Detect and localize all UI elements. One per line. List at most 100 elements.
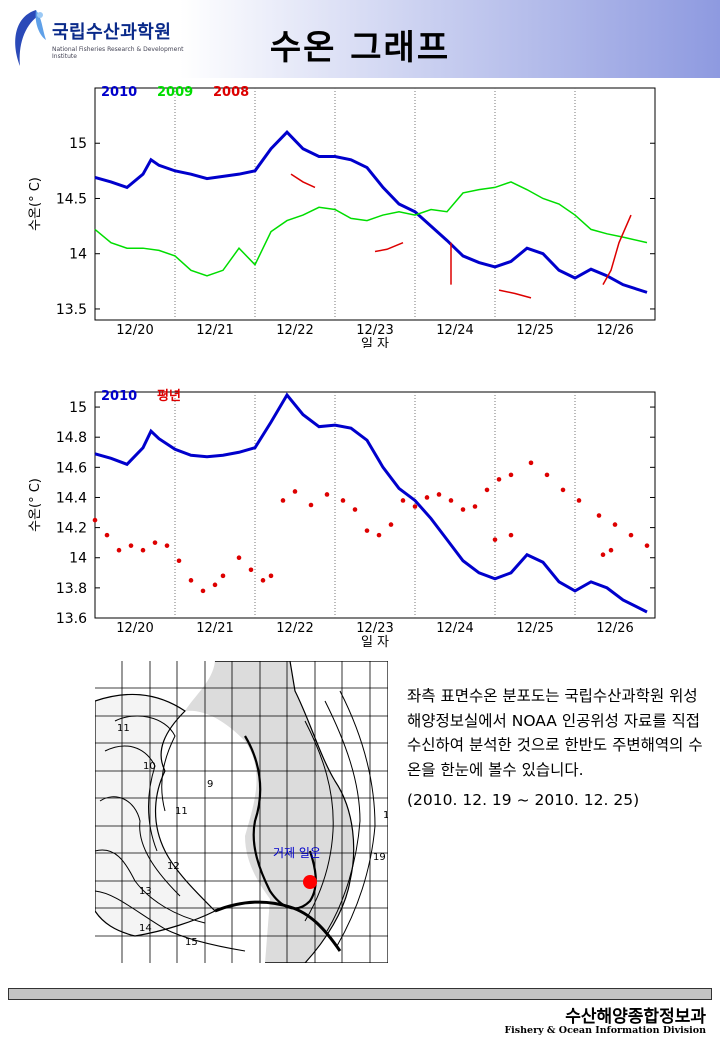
y-tick-label: 14 [69, 551, 87, 567]
x-tick-label: 12/20 [116, 323, 153, 338]
description-period: (2010. 12. 19 ~ 2010. 12. 25) [407, 791, 640, 809]
data-point [176, 558, 182, 564]
data-point [268, 573, 274, 579]
fish-icon [15, 10, 46, 66]
location-marker [303, 875, 317, 889]
location-label: 거제 일운 [273, 846, 321, 860]
data-point [364, 528, 370, 533]
series-line-2008 [290, 173, 316, 189]
data-point [472, 504, 478, 509]
contour-label: 18 [383, 810, 388, 821]
data-point [152, 540, 158, 545]
temperature-chart-yearly: 13.5 14 14.5 15 12/20 12/21 12/22 12/23 12/24 12/… [28, 85, 656, 348]
data-point [492, 537, 498, 542]
data-point [212, 582, 218, 588]
x-tick-label: 12/22 [276, 621, 313, 636]
contour-label: 19 [373, 852, 386, 863]
data-point [140, 547, 146, 553]
data-point [352, 507, 358, 512]
x-axis-label: 일 자 [361, 635, 389, 650]
data-point [496, 477, 502, 482]
map-grid [95, 661, 388, 963]
data-point [260, 578, 266, 583]
data-point [560, 487, 566, 493]
contour-label: 11 [175, 806, 188, 817]
data-point [436, 492, 442, 497]
x-tick-label: 12/24 [436, 621, 473, 636]
org-subtitle: National Fisheries Research & Developmen… [52, 46, 184, 60]
series-line-2010 [94, 130, 648, 294]
series-line-2010 [94, 392, 648, 614]
data-point [128, 543, 134, 548]
plot-area [94, 87, 656, 321]
data-point [200, 588, 206, 594]
data-point [388, 522, 394, 527]
x-tick-label: 12/25 [516, 323, 553, 338]
y-tick-label: 15 [69, 136, 87, 152]
data-point [236, 555, 242, 561]
data-point [340, 498, 346, 503]
x-tick-label: 12/23 [356, 621, 393, 636]
x-tick-label: 12/21 [196, 323, 233, 338]
y-tick-label: 13.6 [56, 611, 87, 627]
footer-subtitle: Fishery & Ocean Information Division [504, 1025, 706, 1036]
y-tick-label: 15 [69, 400, 87, 416]
contour-label: 14 [139, 923, 152, 934]
y-tick-label: 14 [69, 247, 87, 263]
data-point [292, 489, 298, 494]
series-line-2008 [498, 289, 532, 299]
x-tick-label: 12/21 [196, 621, 233, 636]
plot-area [94, 391, 656, 619]
data-point [644, 543, 650, 548]
data-point [508, 532, 514, 538]
org-name: 국립수산과학원 [52, 22, 172, 43]
x-tick-label: 12/23 [356, 323, 393, 338]
data-point [280, 498, 286, 503]
y-tick-label: 14.5 [56, 191, 87, 207]
data-point [104, 532, 110, 538]
x-tick-label: 12/22 [276, 323, 313, 338]
data-point [528, 460, 534, 466]
data-point [596, 513, 602, 518]
x-tick-label: 12/25 [516, 621, 553, 636]
y-tick-label: 14.2 [56, 521, 87, 537]
data-point [92, 517, 98, 523]
series-line-2009 [94, 181, 648, 277]
contour-label: 13 [139, 886, 152, 897]
y-tick-label: 13.8 [56, 581, 87, 597]
x-axis-label: 일 자 [361, 337, 389, 348]
data-point [576, 498, 582, 503]
series-line-2008 [602, 214, 632, 286]
header-banner: 국립수산과학원 National Fisheries Research & De… [0, 0, 720, 78]
data-point [424, 495, 430, 500]
data-point [164, 543, 170, 548]
data-point [376, 532, 382, 538]
data-point [612, 522, 618, 527]
description-body: 좌측 표면수온 분포도는 국립수산과학원 위성해양정보실에서 NOAA 인공위성… [407, 687, 703, 779]
x-tick-label: 12/26 [596, 621, 633, 636]
contour-label: 10 [143, 761, 156, 772]
x-tick-label: 12/20 [116, 621, 153, 636]
y-tick-label: 14.4 [56, 490, 87, 506]
data-point [400, 498, 406, 503]
y-axis-label: 수온(° C) [28, 478, 43, 532]
series-line-2008 [374, 241, 404, 253]
data-point [308, 502, 314, 508]
temperature-chart-normal: 13.6 13.8 14 14.2 14.4 14.6 14.8 15 12/20 12/21 12… [28, 388, 656, 650]
data-point [248, 567, 254, 573]
contour-label: 11 [117, 723, 130, 734]
data-point [448, 498, 454, 503]
contour-label: 15 [185, 937, 198, 948]
data-point [628, 532, 634, 538]
data-point [324, 492, 330, 497]
data-point [508, 472, 514, 478]
description-panel: 좌측 표면수온 분포도는 국립수산과학원 위성해양정보실에서 NOAA 인공위성… [407, 684, 707, 813]
data-point [188, 578, 194, 583]
legend-2008: 2008 [213, 85, 249, 100]
x-tick-label: 12/26 [596, 323, 633, 338]
page-title: 수온 그래프 [269, 28, 451, 68]
footer-bar [8, 988, 712, 1000]
x-tick-label: 12/24 [436, 323, 473, 338]
data-point [484, 487, 490, 493]
data-point [220, 573, 226, 579]
